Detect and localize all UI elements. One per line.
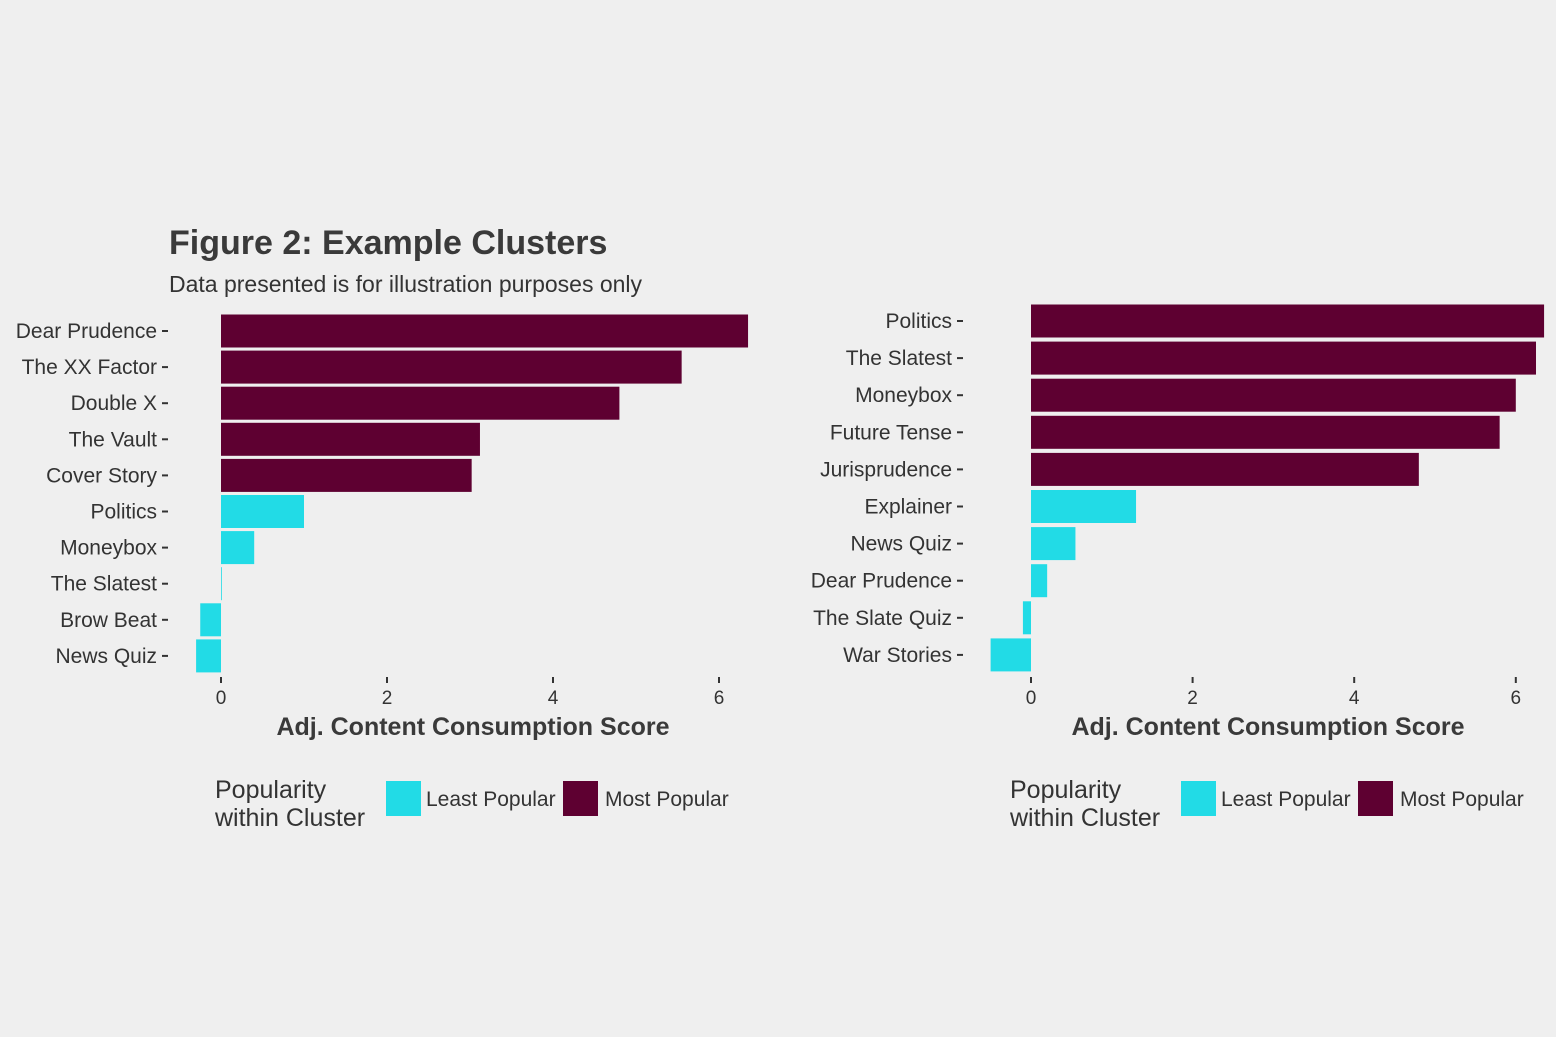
category-label-brow-beat: Brow Beat bbox=[60, 609, 157, 632]
category-label-explainer: Explainer bbox=[864, 496, 952, 519]
legend-label-least-popular: Least Popular bbox=[426, 788, 556, 811]
right-cluster-chart: Politics The Slatest Moneybox Future Tense J… bbox=[811, 304, 1545, 832]
bar-the-vault bbox=[221, 422, 480, 456]
legend-swatch-least-popular bbox=[1181, 781, 1216, 816]
bar-politics bbox=[221, 495, 304, 528]
legend-swatch-most-popular bbox=[1358, 781, 1393, 816]
legend-label-most-popular: Most Popular bbox=[1400, 788, 1524, 811]
category-label-dear-prudence: Dear Prudence bbox=[16, 320, 157, 343]
category-label-jurisprudence: Jurisprudence bbox=[820, 458, 952, 481]
category-label-politics: Politics bbox=[885, 310, 952, 333]
legend-title-line2: within Cluster bbox=[1009, 804, 1160, 832]
category-label-moneybox: Moneybox bbox=[855, 384, 952, 407]
category-label-news-quiz: News Quiz bbox=[850, 533, 952, 556]
x-tick-label: 2 bbox=[382, 688, 393, 709]
x-tick-label: 6 bbox=[714, 688, 725, 709]
bar-dear-prudence bbox=[221, 314, 749, 348]
category-label-the-slatest: The Slatest bbox=[846, 347, 952, 370]
bar-moneybox bbox=[221, 531, 255, 565]
category-label-news-quiz: News Quiz bbox=[55, 645, 157, 668]
figure-subtitle: Data presented is for illustration purpo… bbox=[169, 271, 643, 297]
x-tick-label: 0 bbox=[216, 688, 227, 709]
bar-politics bbox=[1031, 304, 1545, 338]
legend-label-least-popular: Least Popular bbox=[1221, 788, 1351, 811]
category-label-dear-prudence: Dear Prudence bbox=[811, 570, 952, 593]
category-label-politics: Politics bbox=[90, 501, 157, 524]
bar-the-slate-quiz bbox=[1022, 601, 1031, 635]
legend-title-line1: Popularity bbox=[1010, 776, 1122, 804]
category-label-moneybox: Moneybox bbox=[60, 537, 157, 560]
bar-the-slatest bbox=[221, 567, 222, 601]
figure-title: Figure 2: Example Clusters bbox=[169, 224, 607, 262]
legend-label-most-popular: Most Popular bbox=[605, 788, 729, 811]
x-tick-label: 4 bbox=[1349, 688, 1360, 709]
legend-swatch-least-popular bbox=[386, 781, 421, 816]
bar-the-slatest bbox=[1031, 341, 1536, 375]
bar-cover-story bbox=[221, 458, 472, 492]
x-tick-label: 4 bbox=[548, 688, 559, 709]
bar-future-tense bbox=[1031, 415, 1500, 449]
bar-the-xx-factor bbox=[221, 350, 682, 384]
bar-moneybox bbox=[1031, 378, 1516, 412]
category-label-cover-story: Cover Story bbox=[46, 464, 157, 487]
x-axis-title: Adj. Content Consumption Score bbox=[276, 713, 669, 741]
bar-brow-beat bbox=[200, 603, 221, 637]
category-label-double-x: Double X bbox=[71, 392, 157, 415]
x-tick-label: 6 bbox=[1511, 688, 1522, 709]
x-axis-title: Adj. Content Consumption Score bbox=[1071, 713, 1464, 741]
bar-war-stories bbox=[990, 638, 1031, 672]
category-label-the-vault: The Vault bbox=[69, 428, 157, 451]
bar-explainer bbox=[1031, 490, 1137, 523]
legend-title-line2: within Cluster bbox=[214, 804, 365, 832]
bar-double-x bbox=[221, 386, 620, 420]
category-label-the-slatest: The Slatest bbox=[51, 573, 157, 596]
bar-news-quiz bbox=[1031, 527, 1076, 561]
bar-dear-prudence bbox=[1031, 564, 1048, 598]
category-label-the-xx-factor: The XX Factor bbox=[22, 356, 157, 379]
bar-news-quiz bbox=[196, 639, 221, 673]
x-tick-label: 0 bbox=[1026, 688, 1037, 709]
x-tick-label: 2 bbox=[1187, 688, 1198, 709]
legend-swatch-most-popular bbox=[563, 781, 598, 816]
category-label-war-stories: War Stories bbox=[843, 644, 952, 667]
category-label-future-tense: Future Tense bbox=[830, 421, 952, 444]
category-label-the-slate-quiz: The Slate Quiz bbox=[813, 607, 952, 630]
left-cluster-chart: Dear Prudence The XX Factor Double X The Va… bbox=[16, 314, 749, 832]
bar-jurisprudence bbox=[1031, 452, 1419, 486]
legend-title-line1: Popularity bbox=[215, 776, 327, 804]
